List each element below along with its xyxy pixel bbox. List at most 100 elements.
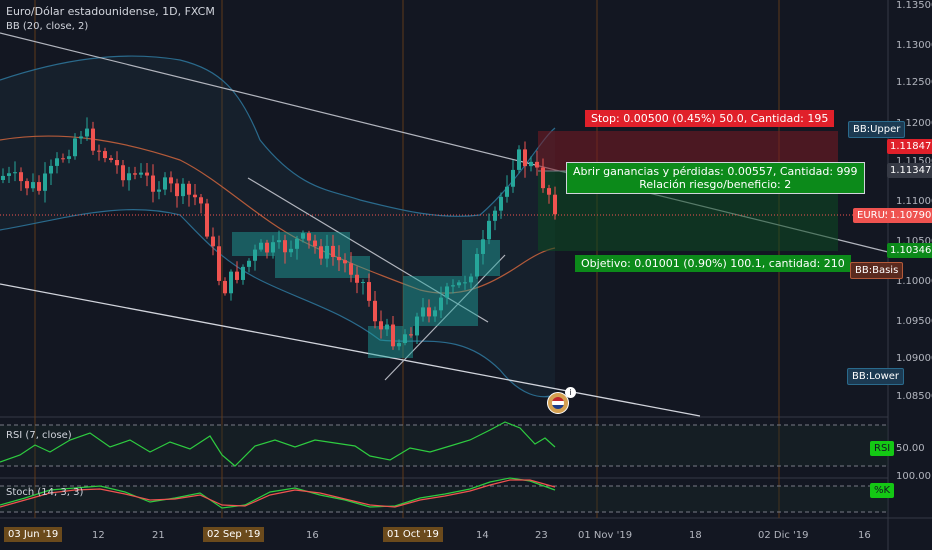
rsi-pane-label[interactable]: RSI (7, close) — [6, 430, 72, 441]
bb-basis-badge: BB:Basis — [850, 262, 904, 279]
candle-body — [337, 256, 341, 261]
candle-body — [205, 203, 209, 237]
open-pnl-box: Abrir ganancias y pérdidas: 0.00557, Can… — [566, 162, 865, 194]
candle-body — [325, 245, 329, 259]
short-trendline — [247, 177, 489, 323]
candle-body — [349, 263, 353, 275]
candle-body — [79, 136, 83, 139]
candle-body — [535, 161, 539, 168]
stoch-pane-label[interactable]: Stoch (14, 3, 3) — [6, 487, 84, 498]
candle-body — [397, 343, 401, 347]
date-tick: 16 — [306, 530, 319, 541]
bb-lower-badge: BB:Lower — [847, 368, 905, 385]
price-tick: 1.11000 — [896, 196, 932, 207]
candle-body — [115, 160, 119, 166]
open-pnl-line1: Abrir ganancias y pérdidas: 0.00557, Can… — [573, 165, 858, 178]
candle-body — [313, 240, 317, 247]
candle-body — [541, 167, 545, 189]
candle-body — [499, 196, 503, 211]
candle-body — [109, 158, 113, 161]
price-tick: 1.12000 — [896, 118, 932, 129]
candle-body — [133, 173, 137, 175]
candle-body — [97, 150, 101, 152]
candle-body — [103, 151, 107, 159]
candle-body — [169, 177, 173, 184]
candles — [1, 117, 557, 351]
candle-body — [85, 128, 89, 137]
candle-body — [469, 276, 473, 283]
candle-body — [31, 182, 35, 189]
price-tick: 1.08500 — [896, 391, 932, 402]
date-tick: 01 Nov '19 — [578, 530, 633, 541]
candle-body — [517, 149, 521, 170]
candle-body — [475, 253, 479, 277]
candle-body — [37, 182, 41, 191]
symbol-title[interactable]: Euro/Dólar estadounidense, 1D, FXCM — [6, 5, 215, 18]
stoch-badge: %K — [870, 483, 895, 498]
last-price-badge: 1.10790 — [887, 208, 932, 223]
candle-body — [19, 172, 23, 182]
candle-body — [385, 324, 389, 330]
event-flag-icon[interactable] — [547, 392, 569, 414]
candle-body — [547, 188, 551, 195]
candle-body — [505, 186, 509, 197]
candle-body — [217, 246, 221, 281]
candle-body — [553, 194, 557, 215]
rsi-level-label: 50.00 — [896, 443, 925, 454]
candle-body — [223, 280, 227, 294]
candle-body — [1, 175, 5, 180]
candle-body — [139, 172, 143, 175]
date-tick: 21 — [152, 530, 165, 541]
price-tick: 1.10500 — [896, 236, 932, 247]
candle-body — [265, 242, 269, 253]
candle-body — [145, 172, 149, 176]
candle-body — [319, 246, 323, 259]
candle-body — [307, 233, 311, 241]
candle-body — [379, 321, 383, 330]
rsi-badge: RSI — [870, 441, 895, 456]
target-price-badge: 1.10346 — [887, 243, 932, 258]
candle-body — [487, 220, 491, 240]
candle-body — [157, 189, 161, 192]
us-flag-icon — [552, 397, 564, 409]
date-tick: 02 Dic '19 — [758, 530, 809, 541]
candle-body — [421, 307, 425, 317]
stoch-k-line — [0, 477, 556, 509]
candle-body — [451, 285, 455, 287]
price-tick: 1.11500 — [896, 156, 932, 167]
entry-price-badge: 1.11347 — [887, 163, 932, 178]
candle-body — [409, 334, 413, 336]
info-icon[interactable]: i — [565, 387, 576, 398]
candle-body — [193, 194, 197, 198]
date-tick: 23 — [535, 530, 548, 541]
stop-price-badge: 1.11847 — [887, 139, 932, 154]
stoch-level-label: 100.00 — [896, 471, 931, 482]
candle-body — [229, 271, 233, 294]
candle-body — [25, 181, 29, 189]
date-tick: 18 — [689, 530, 702, 541]
price-tick: 1.13000 — [896, 40, 932, 51]
price-tick: 1.13500 — [896, 0, 932, 11]
candle-body — [361, 282, 365, 284]
stop-label: Stop: 0.00500 (0.45%) 50.0, Cantidad: 19… — [585, 110, 835, 127]
candle-body — [259, 242, 263, 250]
date-tick: 16 — [858, 530, 871, 541]
bb-indicator-label[interactable]: BB (20, close, 2) — [6, 21, 89, 32]
candle-body — [523, 149, 527, 167]
candle-body — [367, 282, 371, 301]
candle-body — [511, 169, 515, 187]
candle-body — [61, 158, 65, 160]
price-tick: 1.12500 — [896, 77, 932, 88]
candle-body — [301, 233, 305, 239]
date-tick: 02 Sep '19 — [203, 527, 265, 542]
candle-body — [7, 173, 11, 176]
candle-body — [175, 183, 179, 197]
candle-body — [163, 177, 167, 190]
candle-body — [355, 274, 359, 283]
price-tick: 1.09000 — [896, 353, 932, 364]
open-pnl-line2: Relación riesgo/beneficio: 2 — [639, 178, 792, 191]
candle-body — [463, 282, 467, 284]
candle-body — [91, 128, 95, 151]
